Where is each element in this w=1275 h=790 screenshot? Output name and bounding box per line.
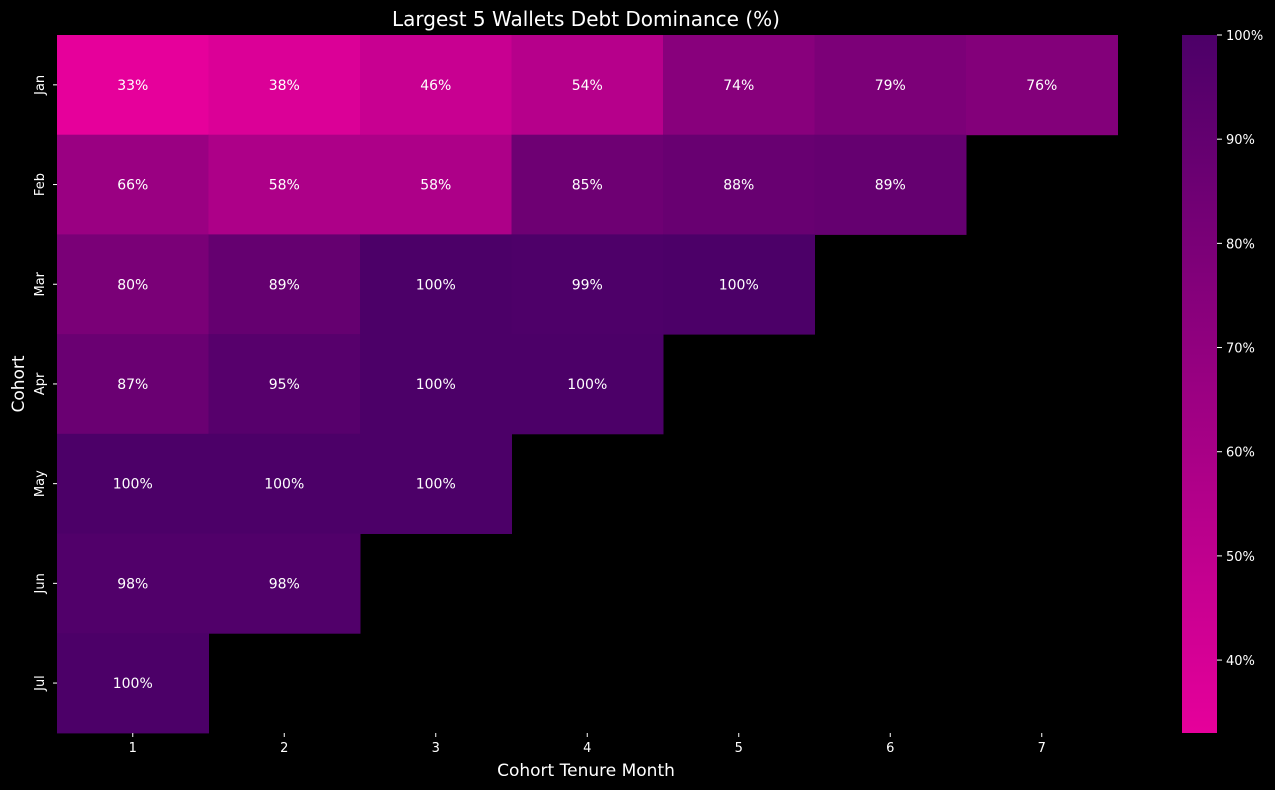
y-tick-label: Mar — [33, 271, 48, 296]
heatmap-cell — [57, 234, 209, 335]
heatmap-cell — [663, 134, 815, 235]
x-tick-label: 7 — [1038, 741, 1046, 756]
y-tick-label: Jun — [33, 573, 48, 594]
colorbar-tick-label: 90% — [1226, 133, 1255, 148]
cell-value-label: 85% — [572, 178, 603, 194]
x-tick-label: 3 — [432, 741, 440, 756]
colorbar-tick-label: 100% — [1226, 29, 1263, 44]
heatmap-cell — [57, 134, 209, 235]
heatmap-cell — [57, 533, 209, 634]
cell-value-label: 98% — [269, 576, 300, 592]
colorbar-ticks: 40% 50% 60% 70% 80% 90% 100% — [1217, 29, 1263, 669]
cell-value-label: 100% — [416, 477, 456, 493]
cell-value-label: 98% — [117, 576, 148, 592]
cell-value-label: 38% — [269, 78, 300, 94]
x-tick-label: 4 — [583, 741, 591, 756]
heatmap-cell — [208, 334, 361, 435]
cell-value-label: 74% — [723, 78, 754, 94]
heatmap-cell — [663, 35, 815, 136]
heatmap-cell — [360, 234, 512, 335]
heatmap-cell — [57, 334, 209, 435]
y-tick-label: Jan — [33, 75, 48, 96]
x-axis-label: Cohort Tenure Month — [497, 761, 675, 781]
heatmap-cell — [814, 134, 967, 235]
x-tick-label: 5 — [735, 741, 743, 756]
colorbar — [1182, 35, 1217, 733]
heatmap-cell — [360, 134, 512, 235]
heatmap-cell — [360, 334, 512, 435]
heatmap-cell — [208, 234, 361, 335]
heatmap-cell — [208, 35, 361, 136]
colorbar-tick-label: 70% — [1226, 342, 1255, 357]
y-axis-label: Cohort — [9, 355, 29, 412]
cell-value-label: 100% — [416, 377, 456, 393]
heatmap-cell — [360, 35, 512, 136]
heatmap-cell — [511, 234, 664, 335]
cell-value-label: 99% — [572, 277, 603, 293]
cell-value-label: 100% — [416, 277, 456, 293]
cell-value-label: 100% — [113, 477, 153, 493]
heatmap-cell — [966, 35, 1118, 136]
heatmap-cell — [57, 35, 209, 136]
cell-value-label: 100% — [113, 676, 153, 692]
heatmap-cell — [208, 533, 361, 634]
heatmap-cell — [208, 433, 361, 534]
cell-value-label: 66% — [117, 178, 148, 194]
heatmap-cell — [511, 35, 664, 136]
colorbar-tick-label: 80% — [1226, 237, 1255, 252]
cell-value-label: 100% — [567, 377, 607, 393]
cell-value-label: 58% — [269, 178, 300, 194]
cell-value-label: 46% — [420, 78, 451, 94]
x-tick-label: 2 — [280, 741, 288, 756]
heatmap-cell — [814, 35, 967, 136]
cell-value-label: 58% — [420, 178, 451, 194]
heatmap-cell — [511, 334, 664, 435]
cell-value-label: 33% — [117, 78, 148, 94]
cell-value-label: 80% — [117, 277, 148, 293]
heatmap-cell — [57, 433, 209, 534]
heatmap-cell — [511, 134, 664, 235]
cell-value-label: 95% — [269, 377, 300, 393]
heatmap-cell — [57, 633, 209, 734]
x-axis-ticks: 1 2 3 4 5 6 7 — [129, 733, 1046, 756]
heatmap-cell — [663, 234, 815, 335]
y-axis-ticks: Jan Feb Mar Apr May Jun Jul — [33, 75, 57, 692]
cell-value-label: 100% — [264, 477, 304, 493]
cell-value-label: 87% — [117, 377, 148, 393]
heatmap-cell — [208, 134, 361, 235]
x-tick-label: 1 — [129, 741, 137, 756]
x-tick-label: 6 — [886, 741, 894, 756]
chart-title: Largest 5 Wallets Debt Dominance (%) — [392, 7, 780, 31]
heatmap-cells: 33% 38% 46% 54% 74% 79% 76% 66% 58% 58% 85% 88% 89% 8… — [57, 35, 1118, 734]
cell-value-label: 54% — [572, 78, 603, 94]
cell-value-label: 89% — [875, 178, 906, 194]
cell-value-label: 89% — [269, 277, 300, 293]
colorbar-tick-label: 40% — [1226, 654, 1255, 669]
cell-value-label: 88% — [723, 178, 754, 194]
y-tick-label: May — [33, 470, 48, 497]
y-tick-label: Jul — [33, 675, 48, 692]
colorbar-tick-label: 50% — [1226, 550, 1255, 565]
cell-value-label: 100% — [719, 277, 759, 293]
y-tick-label: Apr — [33, 372, 48, 395]
cell-value-label: 79% — [875, 78, 906, 94]
heatmap-cell — [360, 433, 512, 534]
colorbar-tick-label: 60% — [1226, 446, 1255, 461]
cell-value-label: 76% — [1026, 78, 1057, 94]
y-tick-label: Feb — [33, 173, 48, 196]
